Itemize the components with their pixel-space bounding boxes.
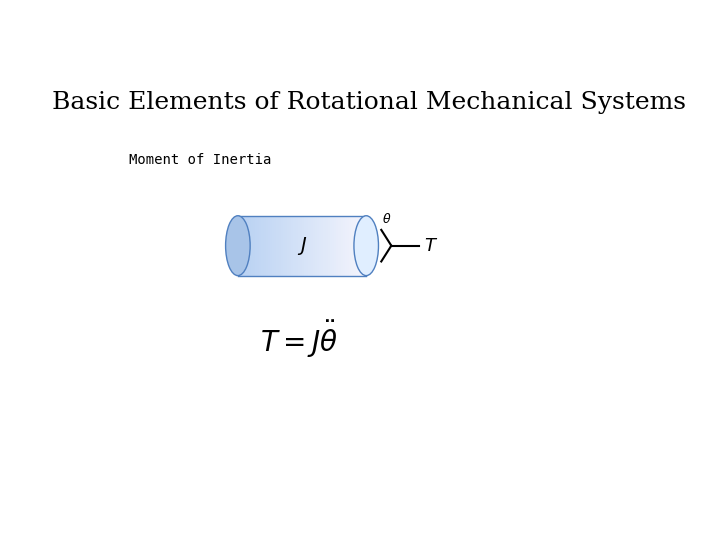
Bar bbox=[358, 216, 360, 275]
Bar bbox=[253, 216, 256, 275]
Bar bbox=[330, 216, 333, 275]
Bar bbox=[334, 216, 337, 275]
Text: Moment of Inertia: Moment of Inertia bbox=[129, 153, 271, 167]
Bar bbox=[317, 216, 320, 275]
Bar bbox=[356, 216, 359, 275]
Bar bbox=[325, 216, 328, 275]
Bar bbox=[244, 216, 247, 275]
Text: $T = J\ddot{\theta}$: $T = J\ddot{\theta}$ bbox=[261, 319, 338, 360]
Bar bbox=[332, 216, 335, 275]
Text: $J$: $J$ bbox=[297, 235, 307, 256]
Bar bbox=[281, 216, 284, 275]
Bar bbox=[347, 216, 350, 275]
Bar bbox=[310, 216, 313, 275]
Ellipse shape bbox=[225, 216, 250, 275]
Bar bbox=[306, 216, 309, 275]
Bar bbox=[312, 216, 315, 275]
Bar bbox=[345, 216, 348, 275]
Bar bbox=[259, 216, 262, 275]
Bar bbox=[300, 216, 302, 275]
Bar bbox=[257, 216, 260, 275]
Bar bbox=[351, 216, 354, 275]
Bar bbox=[285, 216, 287, 275]
Bar bbox=[238, 216, 240, 275]
Bar bbox=[349, 216, 352, 275]
Bar bbox=[287, 216, 289, 275]
Bar bbox=[354, 216, 356, 275]
Bar bbox=[298, 216, 300, 275]
Bar bbox=[323, 216, 326, 275]
Bar bbox=[240, 216, 243, 275]
Bar bbox=[296, 216, 298, 275]
Bar bbox=[315, 216, 318, 275]
Bar bbox=[264, 216, 266, 275]
Bar bbox=[292, 216, 294, 275]
Bar bbox=[338, 216, 341, 275]
Bar bbox=[294, 216, 296, 275]
Bar bbox=[279, 216, 282, 275]
Bar bbox=[251, 216, 253, 275]
Bar bbox=[308, 216, 311, 275]
Bar bbox=[319, 216, 322, 275]
Bar bbox=[362, 216, 364, 275]
Bar bbox=[289, 216, 292, 275]
Bar bbox=[268, 216, 271, 275]
Bar bbox=[364, 216, 366, 275]
Bar bbox=[255, 216, 258, 275]
Bar bbox=[360, 216, 362, 275]
Bar bbox=[304, 216, 307, 275]
Bar bbox=[261, 216, 264, 275]
Bar bbox=[270, 216, 273, 275]
Bar bbox=[341, 216, 343, 275]
Bar bbox=[343, 216, 346, 275]
Bar bbox=[248, 216, 251, 275]
Bar bbox=[276, 216, 279, 275]
Bar bbox=[242, 216, 245, 275]
Text: Basic Elements of Rotational Mechanical Systems: Basic Elements of Rotational Mechanical … bbox=[52, 91, 686, 114]
Bar bbox=[336, 216, 339, 275]
Bar bbox=[246, 216, 249, 275]
Text: $T$: $T$ bbox=[424, 237, 438, 255]
Bar bbox=[283, 216, 286, 275]
Ellipse shape bbox=[354, 216, 379, 275]
Bar bbox=[321, 216, 324, 275]
Bar bbox=[272, 216, 275, 275]
Text: $\theta$: $\theta$ bbox=[382, 212, 392, 226]
Bar bbox=[302, 216, 305, 275]
Bar bbox=[328, 216, 330, 275]
Bar bbox=[274, 216, 277, 275]
Bar bbox=[266, 216, 269, 275]
